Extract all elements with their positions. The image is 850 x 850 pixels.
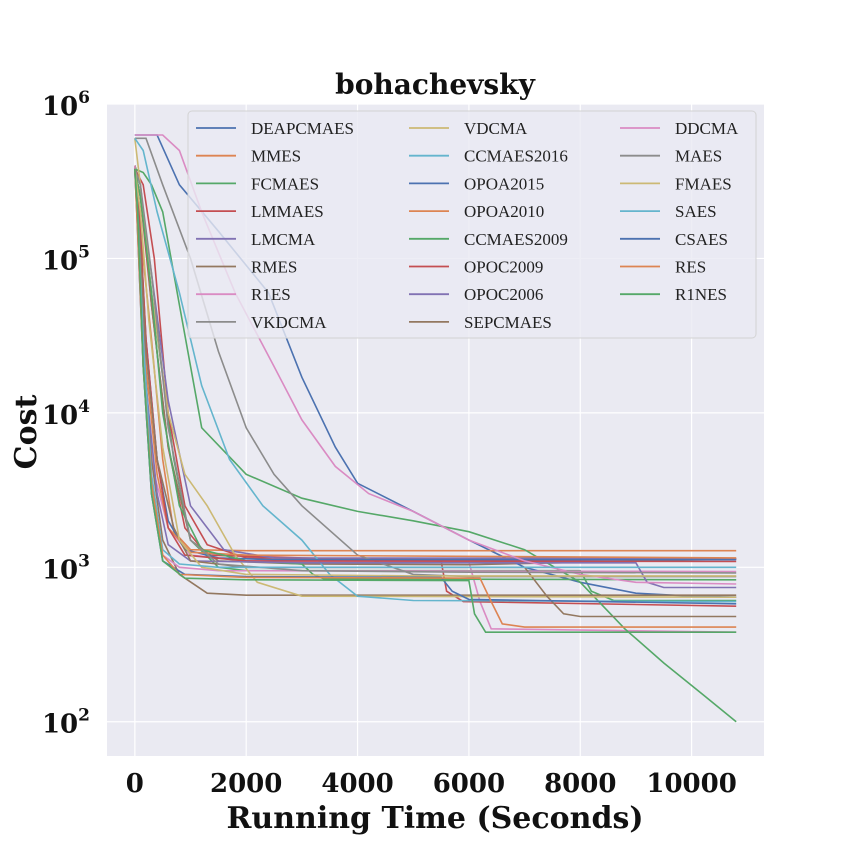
legend: DEAPCMAES MMES FCMAES LMMAES LMCMA RMES R1ES VK… [187, 110, 757, 339]
y-tick-base: 10 [42, 246, 78, 276]
series-lines [134, 134, 737, 723]
legend-label: RMES [251, 258, 297, 277]
series-line-fcmaes [134, 168, 737, 723]
y-tick-exponent: 3 [78, 551, 90, 571]
legend-label: FMAES [675, 174, 732, 193]
y-tick-exponent: 4 [78, 397, 90, 417]
y-axis-label: Cost [9, 395, 44, 470]
series-line-r1nes [134, 168, 737, 633]
series-line-ccmaes2016 [134, 137, 737, 603]
series-line-fmaes [134, 168, 737, 577]
legend-label: OPOC2006 [464, 285, 543, 304]
legend-label: MAES [675, 147, 722, 166]
legend-label: CCMAES2009 [464, 230, 568, 249]
x-tick-label: 8000 [544, 769, 616, 799]
x-tick-labels: 0 2000 4000 6000 8000 10000 [126, 769, 737, 799]
legend-label: SEPCMAES [464, 313, 552, 332]
legend-label: R1ES [251, 285, 291, 304]
legend-label: VDCMA [464, 119, 528, 138]
legend-label: SAES [675, 202, 717, 221]
y-tick-base: 10 [42, 710, 78, 740]
y-tick-base: 10 [42, 555, 78, 585]
y-tick-base: 10 [42, 92, 78, 122]
x-tick-label: 10000 [646, 769, 736, 799]
x-axis-label: Running Time (Seconds) [226, 801, 643, 836]
chart-title: bohachevsky [335, 68, 535, 101]
x-tick-label: 4000 [321, 769, 393, 799]
legend-label: LMMAES [251, 202, 324, 221]
legend-label: OPOC2009 [464, 258, 543, 277]
series-line-vkdcma [134, 137, 737, 578]
legend-label: VKDCMA [251, 313, 327, 332]
x-tick-label: 6000 [433, 769, 505, 799]
x-tick-label: 2000 [210, 769, 282, 799]
y-tick-base: 10 [42, 401, 78, 431]
series-line-opoc2009 [134, 168, 737, 563]
series-line-maes [134, 168, 737, 574]
legend-label: RES [675, 258, 706, 277]
y-tick-label: 102 [42, 706, 90, 740]
x-tick-label: 0 [126, 769, 144, 799]
legend-label: CSAES [675, 230, 728, 249]
legend-label: FCMAES [251, 174, 319, 193]
y-tick-label: 105 [42, 242, 90, 276]
y-tick-exponent: 6 [78, 88, 90, 108]
legend-label: OPOA2010 [464, 202, 544, 221]
series-line-ddcma [134, 134, 737, 585]
legend-label: CCMAES2016 [464, 147, 568, 166]
legend-label: MMES [251, 147, 301, 166]
legend-label: R1NES [675, 285, 727, 304]
legend-label: OPOA2015 [464, 174, 544, 193]
legend-label: DEAPCMAES [251, 119, 354, 138]
y-tick-label: 106 [42, 88, 90, 122]
y-tick-label: 103 [42, 551, 90, 585]
legend-label: DDCMA [675, 119, 739, 138]
legend-box [187, 110, 757, 339]
legend-label: LMCMA [251, 230, 316, 249]
y-tick-label: 104 [42, 397, 90, 431]
y-tick-exponent: 5 [78, 242, 90, 262]
y-tick-exponent: 2 [78, 706, 90, 726]
